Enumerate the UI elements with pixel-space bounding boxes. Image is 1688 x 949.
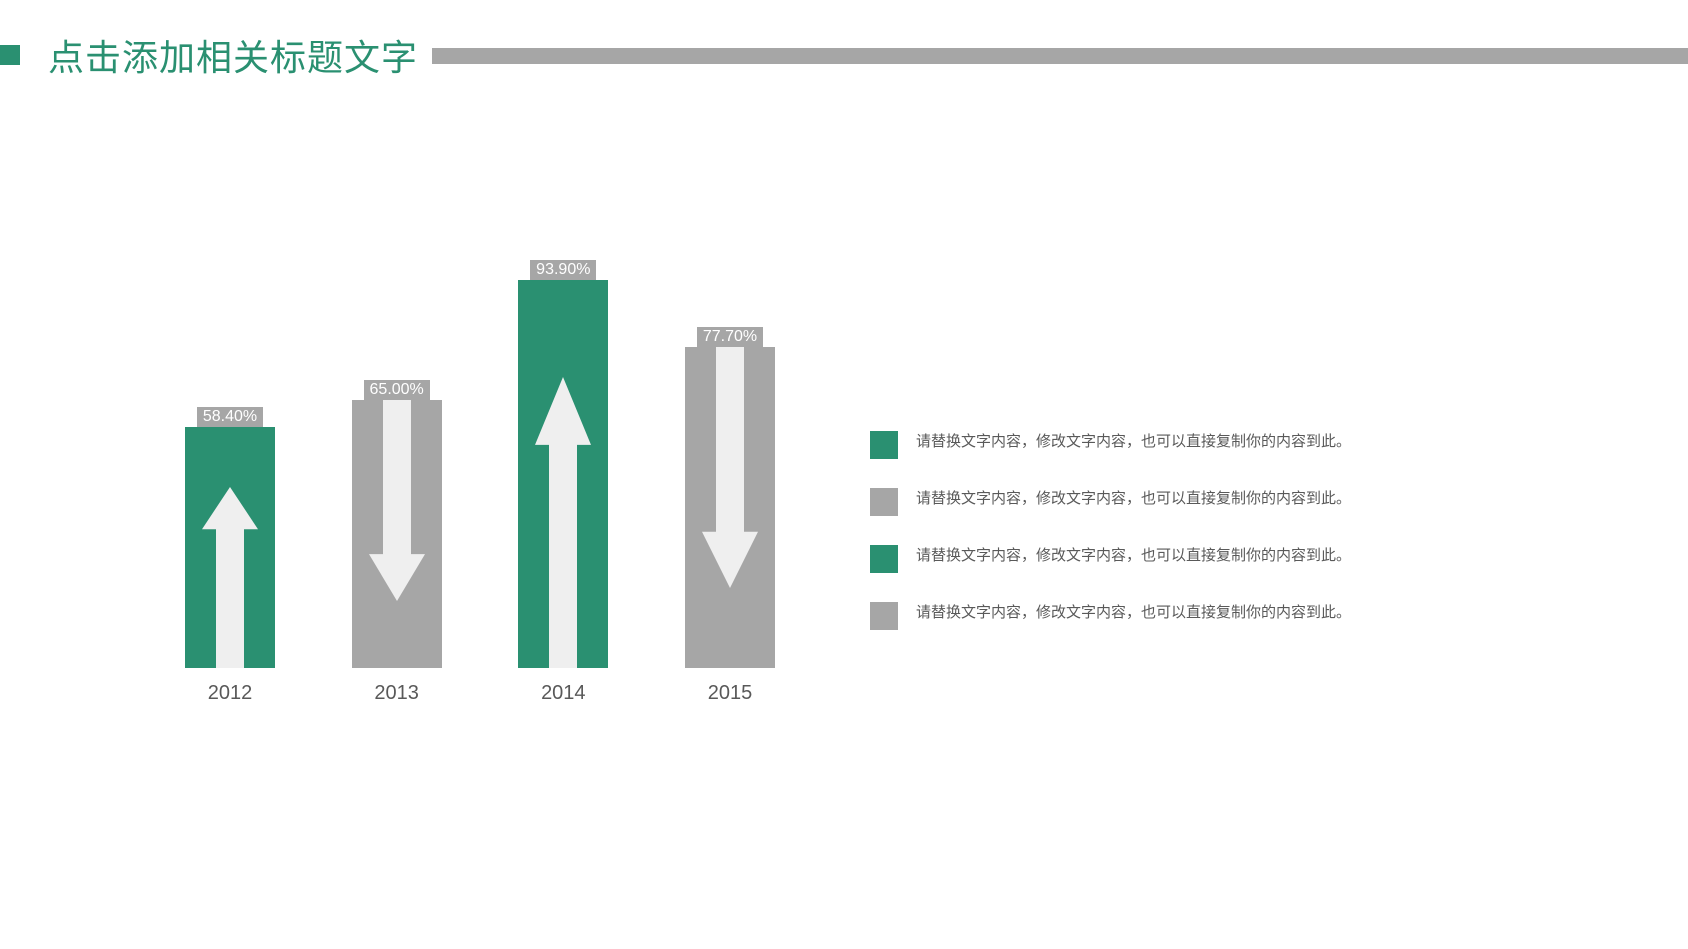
bar-2015: 77.70% <box>685 327 775 668</box>
arrow-up-icon <box>535 377 591 668</box>
legend: 请替换文字内容，修改文字内容，也可以直接复制你的内容到此。请替换文字内容，修改文… <box>870 430 1400 658</box>
legend-item: 请替换文字内容，修改文字内容，也可以直接复制你的内容到此。 <box>870 430 1400 459</box>
legend-text: 请替换文字内容，修改文字内容，也可以直接复制你的内容到此。 <box>916 487 1351 511</box>
bar-value-label: 93.90% <box>530 260 596 280</box>
x-axis-label: 2015 <box>685 682 775 705</box>
bar-value-label: 65.00% <box>364 380 430 400</box>
bar-chart-x-axis: 2012 2013 2014 2015 <box>185 682 775 705</box>
legend-swatch <box>870 602 898 630</box>
bar-2014: 93.90% <box>518 260 608 668</box>
header: 点击添加相关标题文字 <box>0 35 1688 75</box>
header-bullet-square <box>0 45 20 65</box>
legend-item: 请替换文字内容，修改文字内容，也可以直接复制你的内容到此。 <box>870 487 1400 516</box>
x-axis-label: 2012 <box>185 682 275 705</box>
bar-value-label: 77.70% <box>697 327 763 347</box>
bar-chart: 58.40%65.00%93.90%77.70% 201220132014201… <box>185 255 775 705</box>
bar-rect <box>185 427 275 668</box>
legend-swatch <box>870 488 898 516</box>
bar-chart-bars: 58.40% 65.00% 93.90% 77.70% <box>185 255 775 668</box>
x-axis-label: 2014 <box>518 682 608 705</box>
legend-text: 请替换文字内容，修改文字内容，也可以直接复制你的内容到此。 <box>916 430 1351 454</box>
page-title: 点击添加相关标题文字 <box>48 29 418 81</box>
arrow-down-icon <box>369 400 425 601</box>
bar-rect <box>352 400 442 668</box>
bar-rect <box>518 280 608 668</box>
bar-value-label: 58.40% <box>197 407 263 427</box>
legend-text: 请替换文字内容，修改文字内容，也可以直接复制你的内容到此。 <box>916 601 1351 625</box>
legend-item: 请替换文字内容，修改文字内容，也可以直接复制你的内容到此。 <box>870 601 1400 630</box>
header-divider-bar <box>432 48 1688 64</box>
arrow-up-icon <box>202 487 258 668</box>
bar-2013: 65.00% <box>352 380 442 668</box>
arrow-down-icon <box>702 347 758 588</box>
bar-rect <box>685 347 775 668</box>
bar-2012: 58.40% <box>185 407 275 668</box>
legend-swatch <box>870 431 898 459</box>
legend-item: 请替换文字内容，修改文字内容，也可以直接复制你的内容到此。 <box>870 544 1400 573</box>
legend-text: 请替换文字内容，修改文字内容，也可以直接复制你的内容到此。 <box>916 544 1351 568</box>
legend-swatch <box>870 545 898 573</box>
x-axis-label: 2013 <box>352 682 442 705</box>
